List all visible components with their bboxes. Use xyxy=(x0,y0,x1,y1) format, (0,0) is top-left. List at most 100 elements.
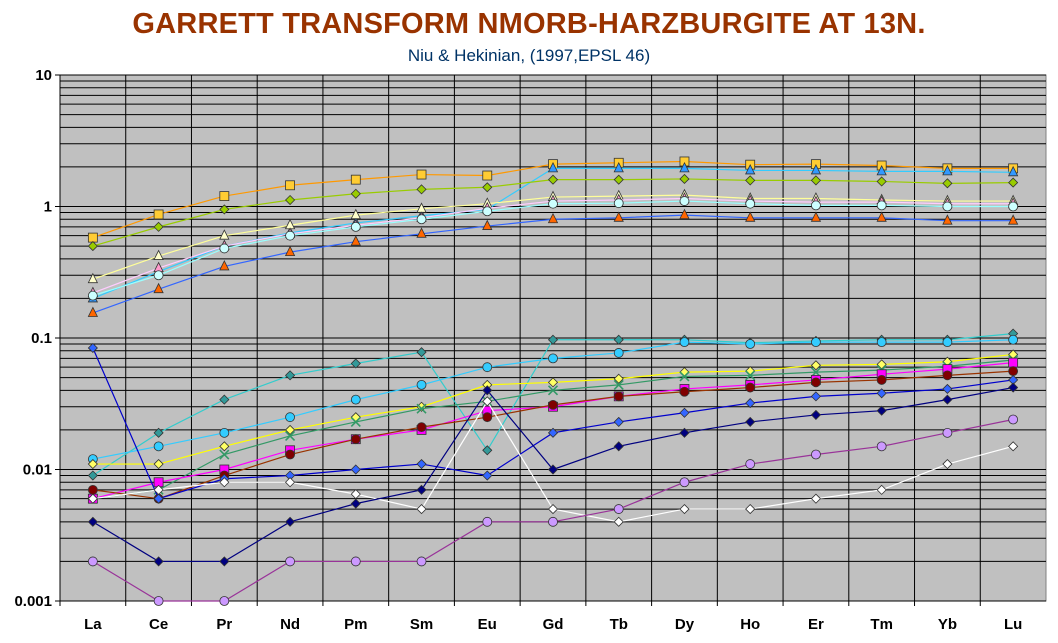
data-point xyxy=(745,370,756,381)
data-point xyxy=(219,441,230,452)
series xyxy=(87,196,1019,301)
data-point xyxy=(679,161,690,173)
data-point xyxy=(942,214,953,225)
data-point xyxy=(547,161,559,173)
data-point xyxy=(219,229,230,240)
x-tick-label: Sm xyxy=(410,616,433,633)
data-point xyxy=(153,221,164,232)
series xyxy=(87,414,1019,606)
y-tick-label: 1 xyxy=(44,199,52,216)
data-point xyxy=(285,412,295,423)
data-point xyxy=(87,241,98,252)
data-point xyxy=(745,164,756,175)
y-tick-label: 10 xyxy=(35,67,52,84)
data-point xyxy=(416,422,427,433)
data-point xyxy=(350,358,361,369)
data-point xyxy=(942,458,953,470)
data-point xyxy=(810,493,821,504)
data-point xyxy=(87,470,98,481)
data-point xyxy=(548,399,558,410)
data-point xyxy=(219,191,230,201)
x-tick-label: Gd xyxy=(543,616,564,633)
data-point xyxy=(613,211,624,222)
data-point xyxy=(876,441,887,452)
x-tick-label: Yb xyxy=(938,616,957,633)
data-point xyxy=(547,427,559,438)
data-point xyxy=(87,516,98,527)
data-point xyxy=(1008,382,1019,393)
data-point xyxy=(613,391,624,402)
data-point xyxy=(613,441,624,452)
data-point xyxy=(416,504,427,515)
data-point xyxy=(482,385,493,396)
data-point xyxy=(153,249,164,260)
data-point xyxy=(876,176,887,187)
data-point xyxy=(285,477,296,488)
data-point xyxy=(350,434,361,445)
data-point xyxy=(547,504,559,515)
data-point xyxy=(811,377,821,388)
data-point xyxy=(548,353,558,364)
data-point xyxy=(219,556,230,567)
data-point xyxy=(482,219,493,230)
data-point xyxy=(613,373,624,384)
data-point xyxy=(679,196,690,206)
data-point xyxy=(547,174,559,185)
data-point xyxy=(745,459,756,469)
data-point xyxy=(547,334,559,345)
data-point xyxy=(219,260,230,271)
series xyxy=(87,173,1019,252)
x-tick-label: Nd xyxy=(280,616,300,633)
data-point xyxy=(219,394,230,405)
x-tick-label: Tm xyxy=(870,616,893,633)
data-point xyxy=(87,306,99,317)
y-tick-label: 0.01 xyxy=(23,462,52,479)
data-point xyxy=(745,398,756,409)
chart-title: GARRETT TRANSFORM NMORB-HARZBURGITE AT 1… xyxy=(132,8,926,40)
data-point xyxy=(482,396,493,407)
x-tick-label: Ce xyxy=(149,616,168,633)
data-point xyxy=(548,516,558,527)
series-layer xyxy=(87,156,1019,606)
data-point xyxy=(679,477,690,488)
data-point xyxy=(810,391,821,402)
data-point xyxy=(416,379,427,390)
data-point xyxy=(679,427,690,438)
data-point xyxy=(942,164,953,176)
data-point xyxy=(416,184,427,195)
data-point xyxy=(1008,334,1019,345)
data-point xyxy=(482,170,493,181)
data-point xyxy=(350,464,361,475)
data-point xyxy=(153,484,164,495)
data-point xyxy=(153,282,164,294)
data-point xyxy=(613,174,624,185)
y-tick-label: 0.1 xyxy=(31,330,52,347)
data-point xyxy=(87,342,98,354)
data-point xyxy=(350,208,361,220)
data-point xyxy=(876,375,887,385)
data-point xyxy=(679,173,690,185)
data-point xyxy=(745,416,756,427)
data-point xyxy=(811,200,821,211)
data-point xyxy=(87,272,99,284)
data-point xyxy=(285,449,295,460)
data-point xyxy=(745,198,756,209)
x-tick-label: Pr xyxy=(216,616,232,633)
data-point xyxy=(679,371,690,382)
data-point xyxy=(810,360,821,371)
data-point xyxy=(482,516,493,527)
data-point xyxy=(350,556,361,567)
x-tick-label: Lu xyxy=(1004,616,1022,633)
data-point xyxy=(810,409,821,420)
data-point xyxy=(285,430,296,441)
x-tick-label: La xyxy=(84,616,102,633)
data-point xyxy=(482,362,493,373)
data-point xyxy=(1008,366,1019,377)
data-point xyxy=(745,175,756,186)
data-point xyxy=(810,211,822,222)
chart-subtitle: Niu & Hekinian, (1997,EPSL 46) xyxy=(407,46,651,65)
x-tick-label: Eu xyxy=(478,616,497,633)
data-point xyxy=(285,370,296,381)
